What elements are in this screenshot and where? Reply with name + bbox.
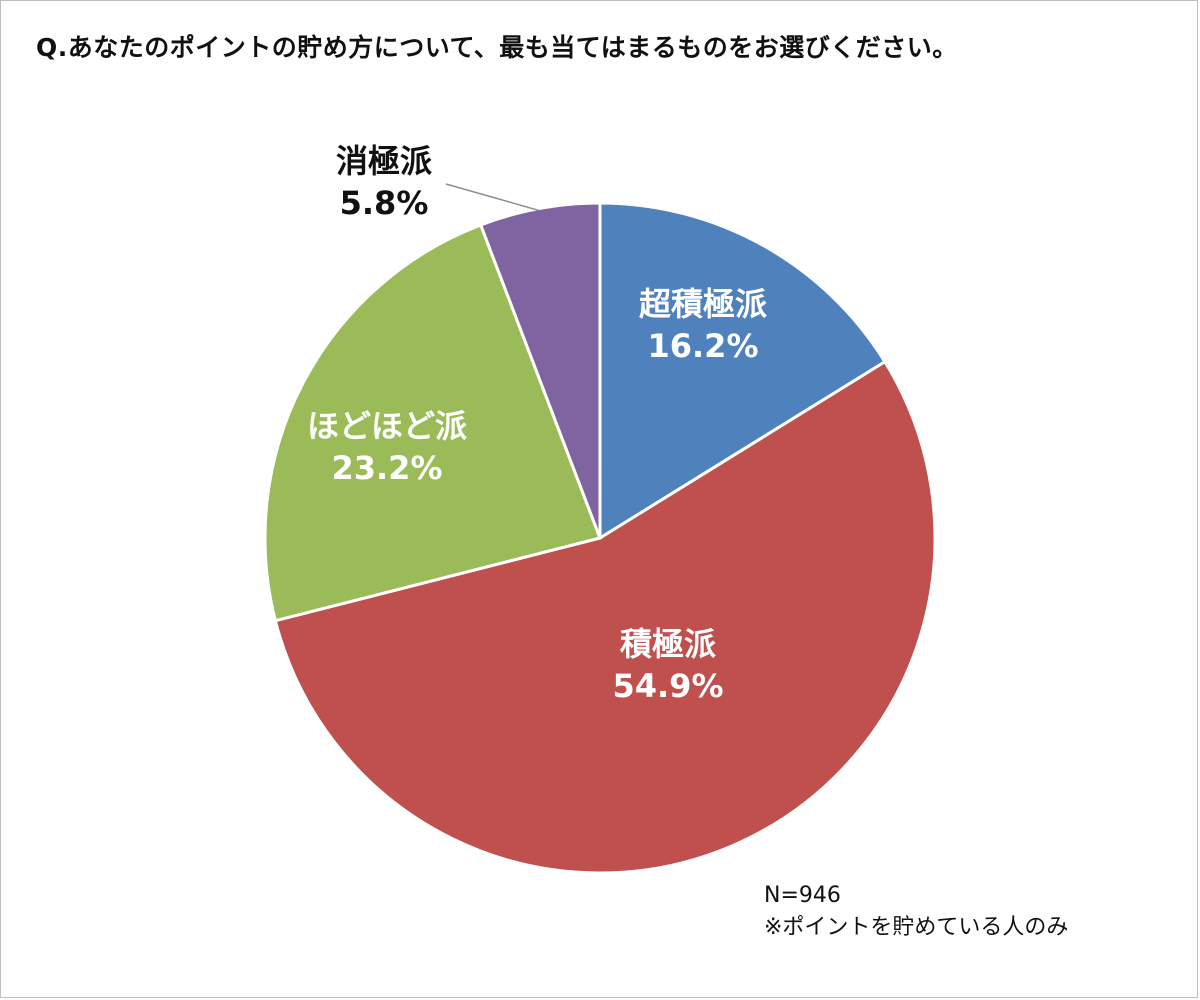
pie-slice-4 xyxy=(478,201,602,539)
slice-value-label: 5.8% xyxy=(340,184,429,222)
chart-title: Q.あなたのポイントの貯め方について、最も当てはまるものをお選びください。 xyxy=(36,33,958,62)
chart-note: N=946 ※ポイントを貯めている人のみ xyxy=(764,880,1068,944)
slice-label: 超積極派 xyxy=(639,285,767,323)
slice-label: ほどほど派 xyxy=(307,407,467,445)
leader-line xyxy=(445,183,540,212)
slice-label: 消極派 xyxy=(336,142,432,180)
footnote: ※ポイントを貯めている人のみ xyxy=(764,915,1069,940)
pie-slice-3 xyxy=(263,223,603,623)
sample-size: N=946 xyxy=(764,883,841,908)
slice-label: 積極派 xyxy=(620,625,716,663)
pie-slice-1 xyxy=(598,201,887,541)
slice-value-label: 16.2% xyxy=(647,327,758,365)
slice-value-label: 23.2% xyxy=(331,449,442,487)
slice-value-label: 54.9% xyxy=(612,667,723,705)
pie-slice-2 xyxy=(273,359,937,875)
